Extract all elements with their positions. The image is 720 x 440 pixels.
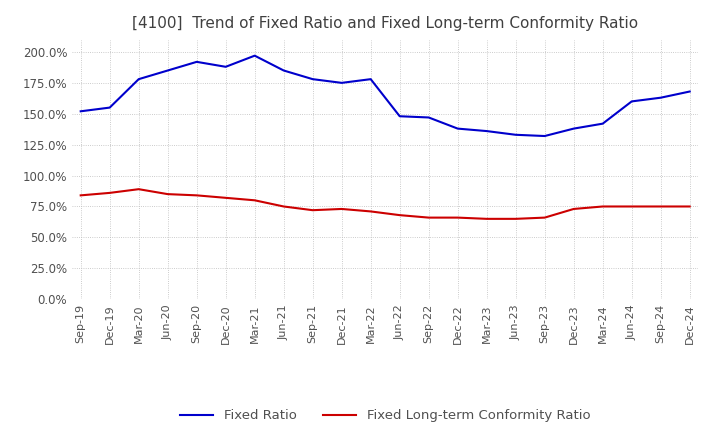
Fixed Ratio — [627, 99, 636, 104]
Line: Fixed Ratio: Fixed Ratio — [81, 56, 690, 136]
Fixed Ratio — [511, 132, 520, 137]
Fixed Ratio — [395, 114, 404, 119]
Title: [4100]  Trend of Fixed Ratio and Fixed Long-term Conformity Ratio: [4100] Trend of Fixed Ratio and Fixed Lo… — [132, 16, 638, 32]
Fixed Long-term Conformity Ratio — [76, 193, 85, 198]
Fixed Ratio — [76, 109, 85, 114]
Fixed Long-term Conformity Ratio — [424, 215, 433, 220]
Fixed Ratio — [541, 133, 549, 139]
Fixed Ratio — [685, 89, 694, 94]
Fixed Long-term Conformity Ratio — [482, 216, 491, 221]
Fixed Ratio — [424, 115, 433, 120]
Fixed Ratio — [192, 59, 201, 65]
Fixed Long-term Conformity Ratio — [338, 206, 346, 212]
Legend: Fixed Ratio, Fixed Long-term Conformity Ratio: Fixed Ratio, Fixed Long-term Conformity … — [175, 404, 595, 428]
Fixed Long-term Conformity Ratio — [308, 208, 317, 213]
Fixed Long-term Conformity Ratio — [135, 187, 143, 192]
Fixed Ratio — [308, 77, 317, 82]
Fixed Long-term Conformity Ratio — [192, 193, 201, 198]
Fixed Ratio — [482, 128, 491, 134]
Fixed Ratio — [598, 121, 607, 126]
Fixed Long-term Conformity Ratio — [541, 215, 549, 220]
Fixed Long-term Conformity Ratio — [221, 195, 230, 201]
Fixed Long-term Conformity Ratio — [454, 215, 462, 220]
Fixed Long-term Conformity Ratio — [598, 204, 607, 209]
Fixed Ratio — [279, 68, 288, 73]
Fixed Ratio — [366, 77, 375, 82]
Fixed Long-term Conformity Ratio — [570, 206, 578, 212]
Fixed Long-term Conformity Ratio — [657, 204, 665, 209]
Fixed Ratio — [338, 80, 346, 85]
Fixed Long-term Conformity Ratio — [627, 204, 636, 209]
Fixed Long-term Conformity Ratio — [395, 213, 404, 218]
Fixed Ratio — [105, 105, 114, 110]
Fixed Long-term Conformity Ratio — [511, 216, 520, 221]
Fixed Long-term Conformity Ratio — [105, 190, 114, 195]
Fixed Long-term Conformity Ratio — [685, 204, 694, 209]
Fixed Ratio — [454, 126, 462, 131]
Fixed Long-term Conformity Ratio — [251, 198, 259, 203]
Fixed Ratio — [135, 77, 143, 82]
Fixed Ratio — [657, 95, 665, 100]
Fixed Ratio — [221, 64, 230, 70]
Fixed Ratio — [251, 53, 259, 59]
Fixed Long-term Conformity Ratio — [279, 204, 288, 209]
Fixed Long-term Conformity Ratio — [163, 191, 172, 197]
Line: Fixed Long-term Conformity Ratio: Fixed Long-term Conformity Ratio — [81, 189, 690, 219]
Fixed Ratio — [163, 68, 172, 73]
Fixed Ratio — [570, 126, 578, 131]
Fixed Long-term Conformity Ratio — [366, 209, 375, 214]
